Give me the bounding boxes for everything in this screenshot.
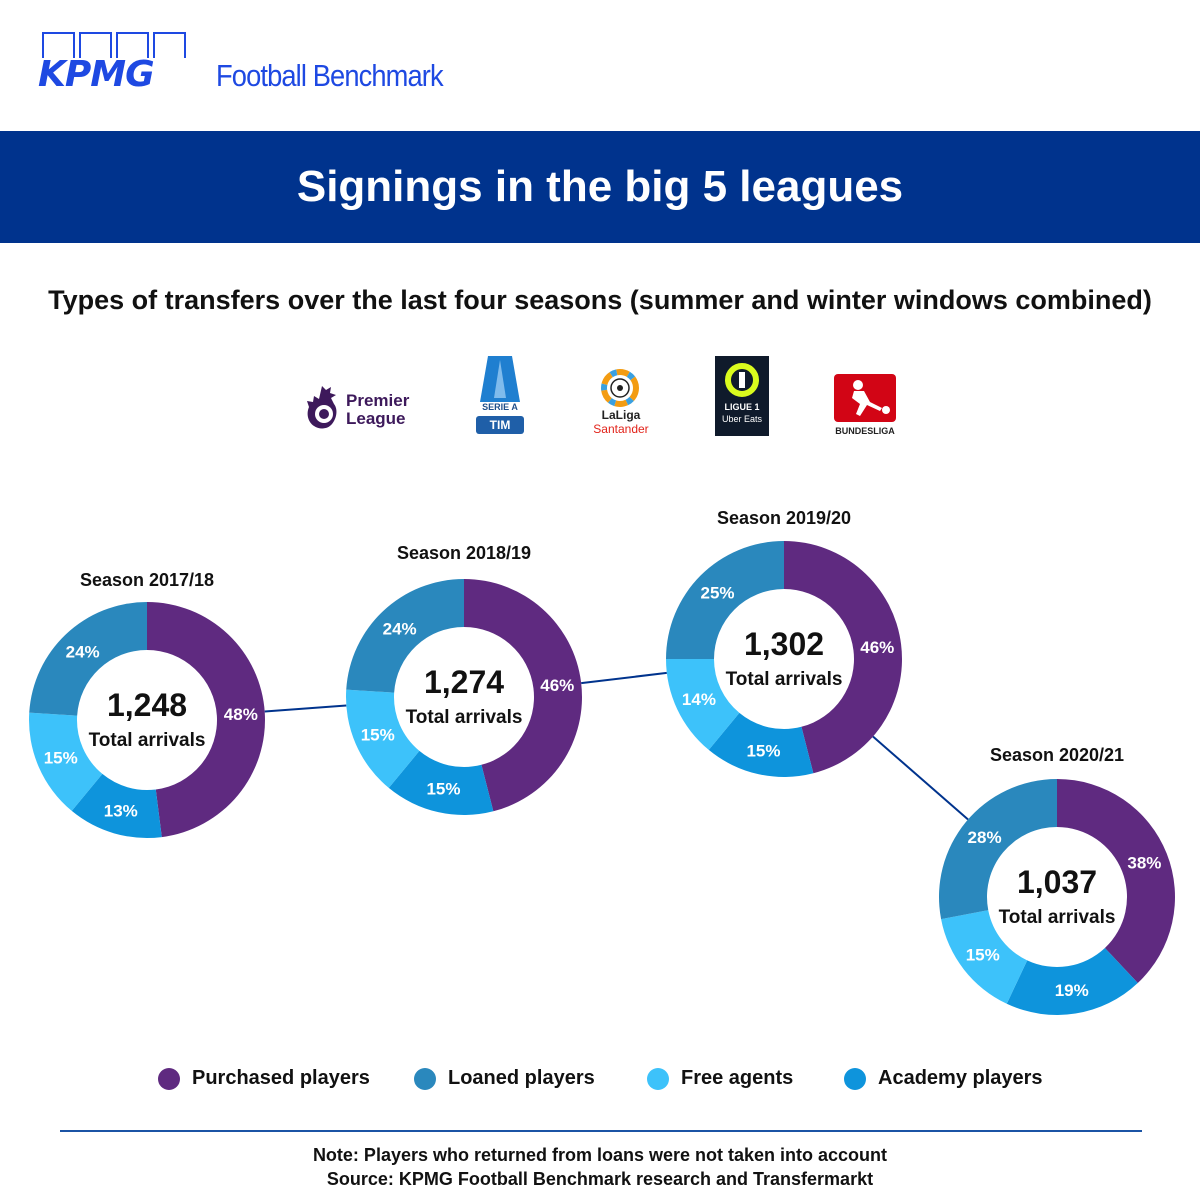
- legend-swatch: [844, 1067, 866, 1090]
- legend-label: Loaned players: [448, 1067, 595, 1089]
- serie-a-icon: [476, 356, 524, 434]
- donut-slice: [1057, 779, 1175, 984]
- season-label: Season 2020/21: [990, 745, 1124, 765]
- slice-value-label: 15%: [966, 946, 1000, 965]
- serie-a-logo: SERIE A TIM: [474, 354, 526, 436]
- total-label: Total arrivals: [999, 907, 1116, 928]
- page-title-banner: Signings in the big 5 leagues: [0, 131, 1200, 243]
- donut-slice: [388, 750, 494, 815]
- slice-value-label: 28%: [968, 828, 1002, 847]
- total-value: 1,248: [107, 687, 187, 723]
- connector-line: [581, 671, 667, 685]
- slice-value-label: 14%: [682, 690, 716, 709]
- slice-value-label: 46%: [860, 638, 894, 657]
- slice-value-label: 15%: [426, 780, 460, 799]
- chart-subtitle: Types of transfers over the last four se…: [48, 285, 1152, 315]
- slice-value-label: 15%: [361, 725, 395, 744]
- league-name-line: Uber Eats: [721, 414, 763, 424]
- season-donut: 46% 15% 14% 25% 1,302 Total arrivals Season 20…: [666, 508, 902, 777]
- donut-slice: [938, 779, 1057, 920]
- slice-value-label: 38%: [1127, 853, 1161, 872]
- league-name-line: LaLiga: [601, 408, 641, 422]
- legend-item-free: Free agents: [647, 1067, 793, 1090]
- slice-value-label: 24%: [66, 642, 100, 661]
- season-label: Season 2017/18: [80, 570, 214, 590]
- total-value: 1,274: [424, 664, 504, 700]
- slice-value-label: 25%: [701, 584, 735, 603]
- legend-label: Academy players: [878, 1067, 1043, 1089]
- legend-swatch: [414, 1067, 436, 1090]
- kpmg-wordmark: KPMG: [38, 54, 155, 95]
- legend-swatch: [647, 1067, 669, 1090]
- bundesliga-logo: BUNDESLIGA: [832, 374, 898, 438]
- total-value: 1,037: [1017, 864, 1097, 900]
- donut-slice: [147, 602, 265, 838]
- slice-value-label: 19%: [1055, 981, 1089, 1000]
- season-donut: 48% 13% 15% 24% 1,248 Total arrivals Season 20…: [29, 570, 265, 838]
- connector-line: [872, 735, 969, 821]
- total-label: Total arrivals: [89, 730, 206, 751]
- league-name-line: TIM: [489, 418, 511, 432]
- legend-label: Free agents: [681, 1067, 794, 1089]
- football-benchmark-wordmark: Football Benchmark: [216, 58, 444, 93]
- kpmg-football-benchmark-logo: KPMG Football Benchmark: [38, 32, 498, 95]
- donut-slice: [29, 712, 103, 811]
- ligue-1-icon: [725, 363, 759, 397]
- season-connector-lines: [264, 671, 969, 821]
- donut-slice: [29, 602, 147, 716]
- legend-swatch: [158, 1067, 180, 1090]
- league-name-line: Premier: [346, 391, 410, 410]
- donut-slice: [784, 541, 902, 774]
- season-donut: 46% 15% 15% 24% 1,274 Total arrivals Season 20…: [346, 543, 582, 815]
- slice-value-label: 13%: [104, 801, 138, 820]
- slice-value-label: 46%: [540, 676, 574, 695]
- slice-value-label: 24%: [383, 619, 417, 638]
- total-label: Total arrivals: [726, 669, 843, 690]
- legend-item-loaned: Loaned players: [414, 1067, 595, 1090]
- footer-divider: [60, 1130, 1142, 1132]
- donut-slice: [346, 689, 420, 788]
- chart-legend: Purchased players Loaned players Free ag…: [0, 1067, 1200, 1097]
- slice-value-label: 15%: [44, 748, 78, 767]
- kpmg-logo-boxes: [42, 32, 186, 58]
- donut-slice: [708, 712, 814, 777]
- legend-label: Purchased players: [192, 1067, 370, 1089]
- league-logos: Premier League SERIE A TIM LaLiga Santan…: [0, 352, 1200, 442]
- season-donut: 38% 19% 15% 28% 1,037 Total arrivals Season 20…: [938, 745, 1175, 1015]
- bundesliga-icon: [834, 374, 896, 422]
- donut-slice: [464, 579, 582, 812]
- slice-value-label: 48%: [224, 705, 258, 724]
- legend-item-purchased: Purchased players: [158, 1067, 370, 1090]
- donut-slice: [941, 910, 1028, 1004]
- season-label: Season 2018/19: [397, 543, 531, 563]
- total-value: 1,302: [744, 626, 824, 662]
- league-name-line: LIGUE 1: [724, 402, 760, 412]
- season-donuts: 48% 13% 15% 24% 1,248 Total arrivals Season 20…: [29, 508, 1175, 1015]
- footer-notes: Note: Players who returned from loans we…: [0, 1143, 1200, 1191]
- page-title: Signings in the big 5 leagues: [296, 162, 904, 211]
- total-label: Total arrivals: [406, 707, 523, 728]
- laliga-logo: LaLiga Santander: [578, 368, 664, 438]
- source-note: Source: KPMG Football Benchmark research…: [326, 1169, 874, 1189]
- ligue-1-logo: LIGUE 1 Uber Eats: [715, 356, 769, 436]
- league-name-line: SERIE A: [482, 402, 518, 412]
- premier-league-lion-icon: [307, 386, 337, 429]
- league-name-line: League: [346, 409, 406, 428]
- legend-item-academy: Academy players: [844, 1067, 1043, 1090]
- laliga-icon: [601, 369, 639, 407]
- season-label: Season 2019/20: [717, 508, 851, 528]
- donut-slice: [71, 773, 162, 838]
- donut-slice: [1006, 948, 1138, 1015]
- footnote: Note: Players who returned from loans we…: [312, 1145, 888, 1165]
- donut-slice: [666, 541, 784, 659]
- slice-value-label: 15%: [746, 742, 780, 761]
- connector-line: [264, 704, 347, 713]
- league-name-line: Santander: [593, 422, 649, 436]
- league-name-line: BUNDESLIGA: [835, 426, 895, 436]
- donut-slice: [346, 579, 464, 693]
- premier-league-logo: Premier League: [300, 382, 420, 442]
- donut-slice: [666, 659, 740, 750]
